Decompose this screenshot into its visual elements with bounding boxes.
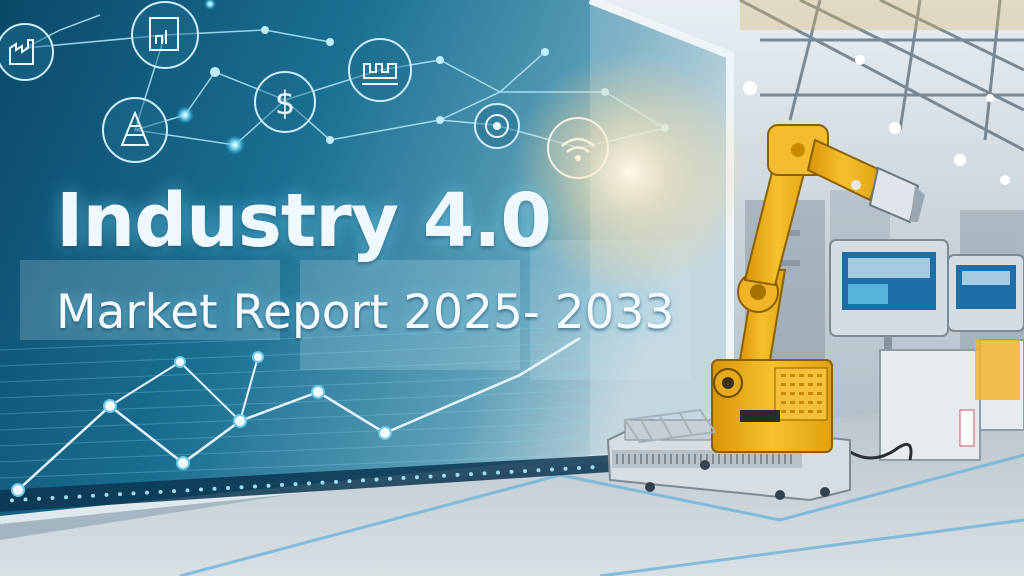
wire-basket	[623, 408, 717, 444]
robot-arm	[711, 124, 925, 453]
control-monitor	[829, 239, 949, 456]
dollar-icon: $	[254, 71, 316, 133]
trend-chart	[11, 336, 581, 497]
conveyor-icon	[348, 38, 412, 102]
led-strip	[10, 465, 595, 503]
cable	[833, 438, 913, 461]
control-monitor-2	[947, 254, 1024, 332]
chart-grid	[0, 325, 601, 479]
ceiling-lights	[743, 55, 1010, 185]
light-flare	[510, 52, 750, 292]
roof-trusses	[739, 0, 1024, 152]
document-chart-icon	[131, 1, 199, 69]
floor-lane-lines	[179, 453, 1024, 576]
screen-frame	[588, 0, 734, 445]
control-cabinet	[879, 339, 1024, 461]
gear-robot-icon	[102, 97, 168, 163]
factory-icon	[0, 23, 54, 81]
svg-text:$: $	[275, 84, 295, 122]
target-icon	[474, 103, 520, 149]
